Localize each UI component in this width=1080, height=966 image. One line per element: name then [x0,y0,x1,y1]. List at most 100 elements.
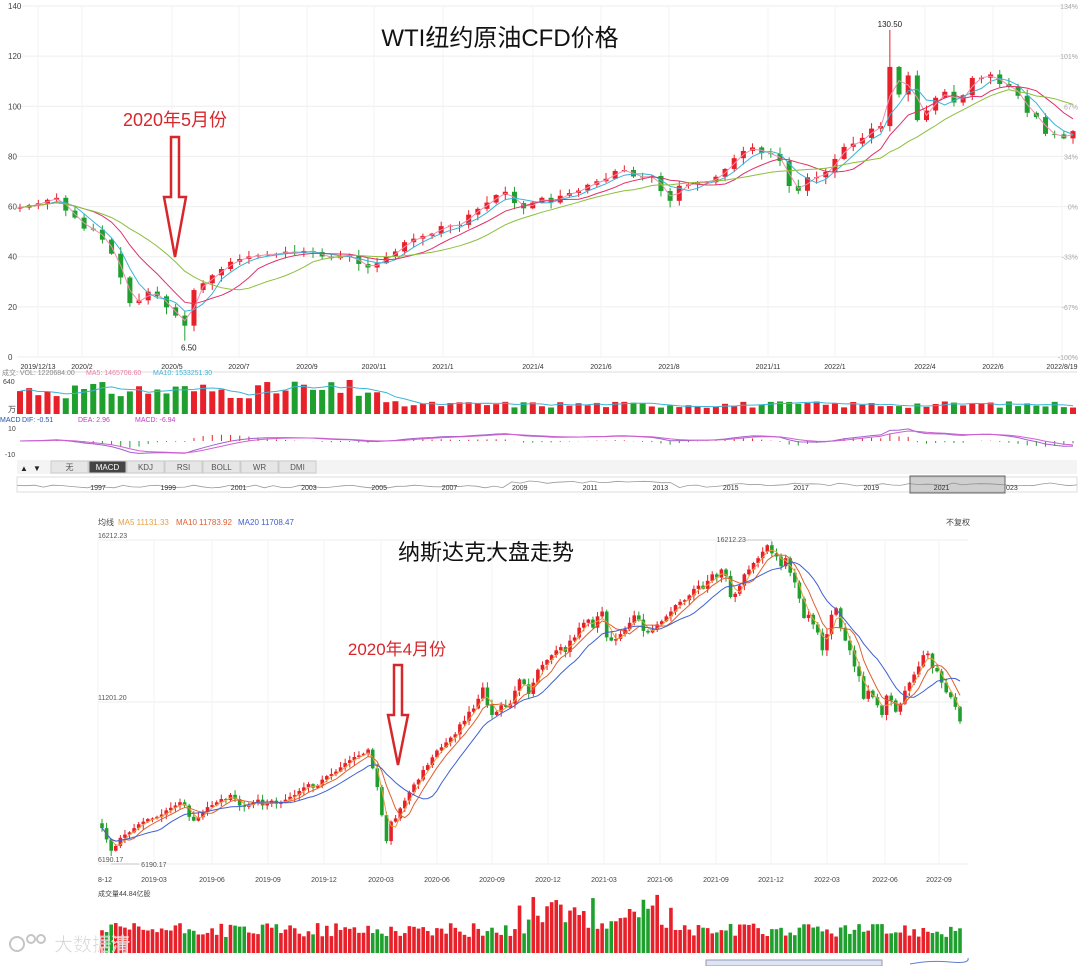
nq-candle [127,832,132,835]
nq-candle [916,666,921,675]
wti-volume-bar [822,404,829,414]
nq-candle [893,700,898,712]
nq-candle [857,666,861,677]
nq-candle [288,796,292,800]
nq-candle [522,679,526,685]
navigator-year: 2021 [934,485,950,492]
nq-candle [435,750,439,758]
wti-volume-bar [447,403,454,414]
nq-volume-bar [118,926,123,953]
nq-volume-bar [627,908,632,953]
nq-candle [357,755,361,757]
wti-volume-ma-line [19,385,1074,408]
nq-candle [912,674,916,683]
nq-candle [201,811,205,818]
navigator-handle[interactable] [909,475,1006,494]
wti-volume-bar [218,389,225,414]
nq-volume-bar [366,925,370,953]
navigator-year: 2017 [793,485,809,492]
nq-x-tick: 2019-06 [199,877,225,884]
nq-volume-bar [949,926,953,953]
nq-candle [742,574,747,586]
nq-volume-bar [169,930,173,953]
nq-volume-bar [903,925,907,953]
nq-volume-bar [251,933,256,953]
wti-y-tick: 120 [8,52,22,61]
nq-x-tick: 2021-09 [703,877,729,884]
nq-volume-bar [173,925,178,953]
tab-none[interactable]: 无 [50,460,89,474]
nq-candle [609,637,614,641]
tab-dmi[interactable]: DMI [278,460,317,474]
tab-boll[interactable]: BOLL [202,460,241,474]
nq-volume-bar [517,905,522,953]
nq-candle [393,818,398,822]
tab-rsi[interactable]: RSI [164,460,203,474]
wti-y-tick: 80 [8,152,17,161]
wti-right-tick: -33% [1062,255,1078,262]
nq-volume-bar [412,926,416,953]
nq-volume-bar [783,935,788,953]
wti-vol-top: 640 [3,379,15,386]
nq-candle [462,720,467,725]
wti-volume-bar [685,405,692,414]
nq-volume-bar [540,922,545,953]
nq-candle [439,747,444,751]
nq-candle [724,569,728,576]
nq-ma5-line [101,549,961,846]
tab-macd[interactable]: MACD [88,460,127,474]
nq-volume-bar [705,928,710,953]
nq-candle [797,582,802,599]
nq-candle [581,622,586,628]
nq-volume-bar [788,932,793,953]
nq-volume-bar [673,929,678,953]
nq-volume-bar [751,923,756,953]
nq-volume-bar [109,924,113,953]
nq-volume-bar [269,927,274,953]
nq-candle [655,624,659,630]
wti-volume-bar [841,407,848,414]
wti-volume-bar [383,402,390,414]
nasdaq-panel: 均线 MA5 11131.33 MA10 11783.92 MA20 11708… [97,517,970,966]
tab-wr[interactable]: WR [240,460,279,474]
wti-volume-bar [1005,401,1012,414]
wti-x-tick: 2021/1 [432,364,454,371]
wti-ma60-line [19,89,1074,291]
wti-right-tick: -100% [1058,355,1078,362]
nq-candle [687,595,692,601]
nq-candle [320,779,325,786]
nq-legend-ma5: MA5 11131.33 [118,518,169,527]
nq-candles [100,541,962,856]
nq-candle [265,803,269,806]
nq-volume-bar [641,899,646,953]
nq-candle [444,742,448,748]
nq-candle [325,776,329,780]
nq-candle [825,634,829,651]
nq-volume-bar [545,906,549,953]
nq-candle [205,807,210,812]
nq-volume-bar [687,929,692,953]
nq-candle [614,638,618,641]
nq-legend-right: 不复权 [946,517,970,527]
nq-candle [715,574,719,578]
wti-volume-bar [877,406,884,414]
nq-candle [118,837,123,846]
scroll-down-icon[interactable]: ▼ [33,464,41,473]
nq-x-tick: 2020-09 [479,877,505,884]
wti-volume-bar [392,401,399,414]
wti-vol-label: 成交: VOL: 1220684.00 [2,368,75,377]
nq-arrow-icon [386,663,410,766]
nq-candle [627,622,632,630]
nq-volume-bar [595,928,600,953]
nq-navigator-handle[interactable] [705,959,883,966]
scroll-up-icon[interactable]: ▲ [20,464,28,473]
wti-volume-bar [1051,401,1058,414]
wti-volume-bar [465,402,472,414]
nq-volume-bar [462,934,467,953]
nq-volume-bar [444,933,448,953]
nq-volume-bar [494,932,499,953]
nq-candle [664,616,669,622]
nq-candle [838,608,843,628]
tab-kdj[interactable]: KDJ [126,460,165,474]
nq-candle [536,669,540,683]
